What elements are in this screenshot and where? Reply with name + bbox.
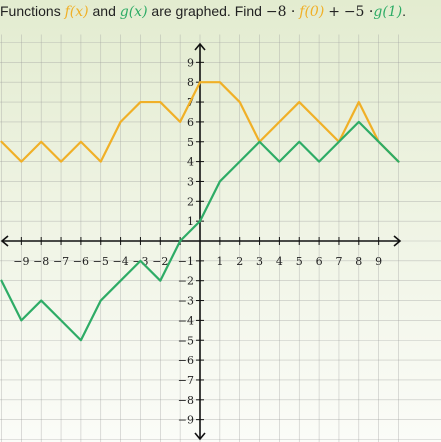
axes	[0, 42, 402, 441]
x-tick-label: −6	[73, 255, 89, 268]
y-tick-label: −5	[178, 334, 194, 347]
x-tick-label: 4	[276, 255, 283, 268]
question-and: and	[92, 3, 116, 19]
y-tick-label: −7	[178, 374, 194, 387]
y-tick-label: −8	[178, 394, 194, 407]
y-tick-label: 5	[187, 136, 194, 149]
expression-operator: +	[328, 4, 340, 20]
y-tick-label: 3	[187, 175, 194, 188]
y-tick-label: 6	[187, 116, 194, 129]
x-tick-label: 6	[316, 255, 323, 268]
x-tick-label: 8	[355, 255, 362, 268]
y-tick-label: −9	[178, 414, 194, 427]
x-tick-label: 7	[335, 255, 342, 268]
grid-lines	[0, 34, 441, 442]
series-f-line	[0, 81, 400, 163]
x-axis-arrow-left	[0, 235, 9, 247]
x-tick-label: −5	[93, 255, 109, 268]
g-function-name: g(x)	[119, 4, 148, 20]
y-tick-label: −3	[178, 295, 194, 308]
x-tick-label: −4	[112, 255, 128, 268]
x-tick-label: 1	[216, 255, 223, 268]
y-tick-label: 4	[187, 156, 194, 169]
question-prefix: Functions	[0, 3, 61, 19]
question-middle: are graphed. Find	[151, 3, 262, 19]
y-axis-arrow-up	[194, 42, 206, 51]
series-g-line	[0, 120, 400, 342]
question-end: .	[402, 3, 407, 19]
x-axis-arrow-right	[393, 235, 402, 247]
x-tick-label: −9	[13, 255, 29, 268]
series-lines	[0, 81, 400, 342]
y-tick-label: −2	[178, 275, 194, 288]
y-tick-label: 8	[187, 76, 194, 89]
x-tick-label: 3	[256, 255, 263, 268]
y-tick-label: −1	[178, 255, 194, 268]
x-tick-label: −7	[53, 255, 69, 268]
g-term: g(1)	[373, 4, 403, 20]
y-axis-arrow-down	[194, 432, 206, 441]
expression-coefficient-1: −8 ·	[265, 4, 296, 20]
y-tick-label: −4	[178, 314, 194, 327]
x-tick-label: 2	[236, 255, 243, 268]
x-tick-label: 5	[296, 255, 303, 268]
question-text: Functions f(x) and g(x) are graphed. Fin…	[0, 0, 441, 22]
f-term: f(0)	[299, 4, 325, 20]
expression-coefficient-2: −5 ·	[343, 4, 374, 20]
y-tick-label: 9	[187, 56, 194, 69]
x-tick-label: 9	[375, 255, 382, 268]
x-tick-label: −2	[152, 255, 168, 268]
y-tick-label: −6	[178, 354, 194, 367]
y-tick-label: 1	[187, 215, 194, 228]
x-tick-label: −8	[33, 255, 49, 268]
tick-labels: −9 −8 −7 −6 −5 −4 −3 −2 1 2 3 4 5 6 7 8 9987654321−1−2−3…	[13, 56, 382, 426]
f-function-name: f(x)	[64, 4, 89, 20]
y-tick-label: 2	[187, 195, 194, 208]
